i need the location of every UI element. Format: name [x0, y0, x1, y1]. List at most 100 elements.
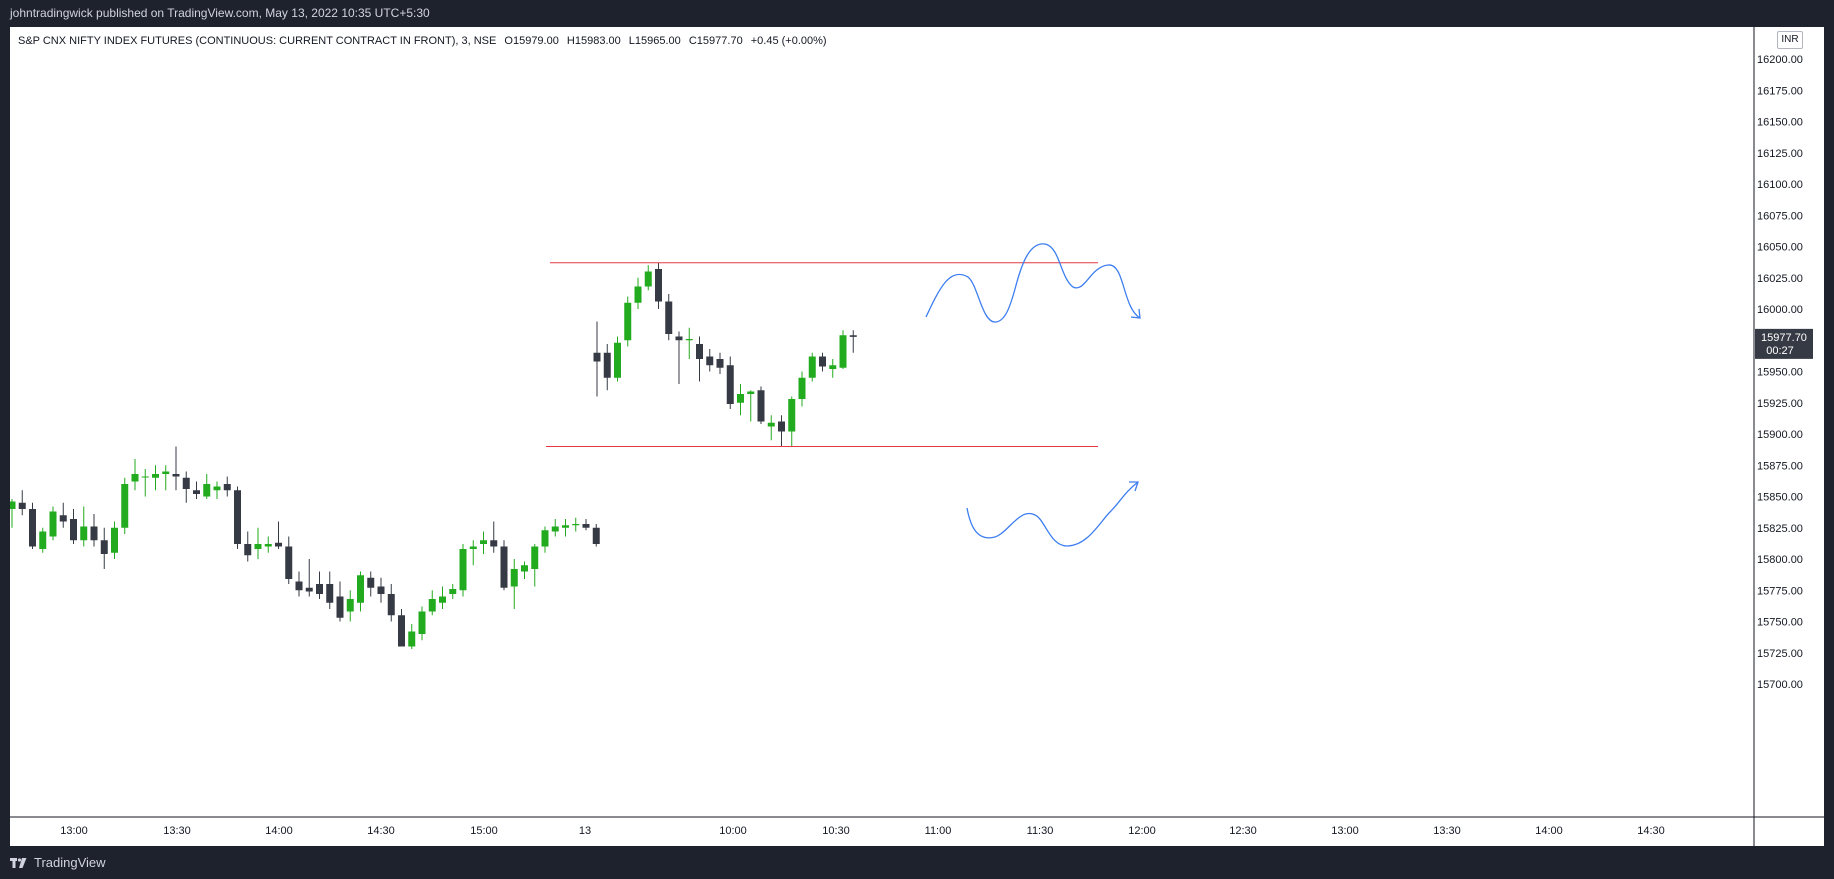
candle-body [100, 540, 108, 554]
candle-body [193, 490, 200, 494]
candle [223, 476, 231, 497]
candle [346, 590, 354, 622]
candle-body [521, 565, 528, 572]
candle [387, 584, 395, 622]
candle [193, 481, 200, 499]
chart-legend: S&P CNX NIFTY INDEX FUTURES (CONTINUOUS:… [18, 35, 832, 47]
candle-body [131, 474, 139, 482]
price-tick-label: 15900.00 [1757, 429, 1803, 441]
chart-pane[interactable]: S&P CNX NIFTY INDEX FUTURES (CONTINUOUS:… [10, 27, 1824, 846]
candle [357, 571, 364, 612]
candle [182, 471, 190, 503]
candle-body [59, 515, 67, 522]
candle [428, 590, 436, 616]
price-tick-label: 16175.00 [1757, 85, 1803, 97]
candle-body [305, 587, 313, 592]
chart-svg[interactable]: 16200.00 16175.00 16150.00 16125.00 16100.00… [10, 27, 1824, 846]
candle [367, 571, 375, 597]
candle [521, 561, 528, 579]
candle-body [593, 352, 601, 362]
candle [264, 536, 272, 553]
candle-body [551, 526, 559, 532]
candle [778, 415, 785, 447]
time-tick-label: 15:00 [470, 825, 498, 837]
candle-body [459, 549, 467, 591]
candle-body [357, 575, 364, 603]
candle [305, 559, 313, 597]
currency-badge[interactable]: INR [1777, 31, 1803, 49]
time-tick-label: 13:00 [1331, 825, 1359, 837]
bar-countdown: 00:27 [1766, 345, 1794, 357]
published-text: johntradingwick published on TradingView… [10, 6, 430, 20]
candle-body [295, 581, 303, 591]
candle-body [644, 271, 652, 287]
candle [696, 336, 703, 382]
candle-body [346, 599, 354, 612]
candle [439, 586, 446, 609]
price-tick-label: 15825.00 [1757, 523, 1803, 535]
candle [849, 330, 857, 353]
candle-body [244, 544, 252, 556]
candle-body [767, 422, 775, 427]
tradingview-logo-icon [10, 857, 28, 869]
candle [275, 521, 282, 549]
candle-body [849, 335, 857, 337]
candle [839, 330, 847, 369]
candle [152, 465, 159, 491]
price-tick-label: 16050.00 [1757, 242, 1803, 254]
candle [418, 606, 426, 641]
time-tick-label: 13 [579, 825, 591, 837]
candle [757, 386, 765, 424]
candle-body [490, 540, 498, 547]
price-tick-label: 15775.00 [1757, 585, 1803, 597]
candle [490, 521, 498, 553]
candle [675, 331, 683, 384]
candle-body [213, 486, 221, 491]
candle-body [788, 399, 796, 432]
price-tick-label: 15950.00 [1757, 367, 1803, 379]
candle-body [29, 509, 36, 547]
levels-layer [546, 262, 1098, 447]
candle [655, 262, 662, 309]
candle-body [531, 546, 539, 569]
price-tick-label: 15875.00 [1757, 460, 1803, 472]
candle-body [582, 524, 590, 528]
candle [213, 481, 221, 499]
candle [141, 469, 149, 497]
price-tick-label: 16200.00 [1757, 54, 1803, 66]
time-tick-label: 12:30 [1229, 825, 1257, 837]
time-tick-label: 12:00 [1128, 825, 1156, 837]
last-price-tag-bg [1755, 328, 1813, 359]
time-tick-label: 14:30 [1637, 825, 1665, 837]
candle-body [316, 584, 323, 594]
candle [295, 571, 303, 597]
candle [592, 524, 600, 547]
candle-body [162, 471, 170, 474]
candle-body [223, 484, 231, 491]
candle-body [264, 544, 272, 547]
candle [480, 531, 487, 554]
price-tick-label: 15725.00 [1757, 648, 1803, 660]
candle [747, 390, 755, 422]
candle-body [418, 611, 426, 634]
candle [408, 624, 416, 649]
time-tick-label: 10:30 [822, 825, 850, 837]
candle [316, 571, 323, 599]
time-tick-label: 13:30 [1433, 825, 1461, 837]
legend-change: +0.45 (+0.00%) [750, 35, 827, 47]
candle [10, 499, 16, 528]
candle-body [182, 477, 190, 489]
candle-body [696, 344, 703, 359]
time-tick-label: 14:00 [1535, 825, 1563, 837]
candle [716, 352, 724, 374]
candle [39, 527, 47, 553]
time-tick-label: 14:00 [265, 825, 293, 837]
candle [582, 519, 590, 531]
candle-body [624, 302, 632, 341]
candle-body [562, 525, 569, 528]
candle [685, 327, 693, 359]
candle-body [675, 336, 683, 341]
candle-body [275, 542, 282, 547]
candle-body [839, 335, 847, 368]
